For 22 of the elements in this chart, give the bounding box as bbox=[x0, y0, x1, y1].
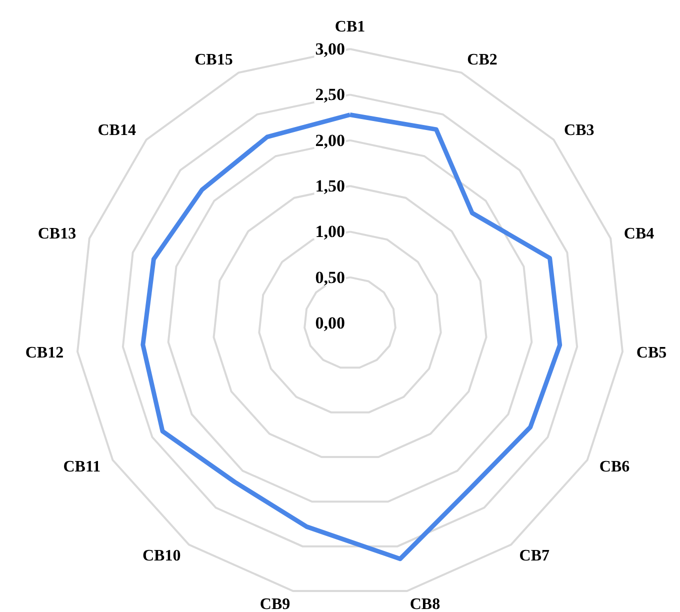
y-tick-label: 2,00 bbox=[315, 130, 345, 150]
spoke-label: CB4 bbox=[624, 226, 654, 243]
y-tick-label: 0,00 bbox=[315, 314, 345, 332]
spoke-label: CB15 bbox=[194, 51, 233, 68]
y-tick-label: 2,50 bbox=[315, 85, 345, 104]
spoke-label: CB8 bbox=[410, 596, 440, 612]
spoke-label: CB14 bbox=[98, 122, 136, 139]
spoke-label: CB7 bbox=[519, 547, 550, 564]
spoke-label: CB12 bbox=[25, 344, 64, 362]
y-tick-label: 1,00 bbox=[315, 222, 345, 242]
spoke-label: CB10 bbox=[142, 547, 181, 564]
spoke-label: CB3 bbox=[564, 122, 594, 139]
y-tick-label: 0,50 bbox=[315, 268, 345, 287]
spoke-label: CB2 bbox=[467, 51, 498, 68]
spoke-label: CB1 bbox=[334, 18, 366, 36]
spoke-label: CB13 bbox=[38, 226, 76, 243]
y-tick-label: 3,00 bbox=[315, 40, 345, 58]
spoke-label: CB9 bbox=[260, 596, 290, 612]
spoke-label: CB6 bbox=[599, 458, 630, 476]
spoke-label: CB11 bbox=[63, 458, 101, 476]
spoke-label: CB5 bbox=[636, 344, 667, 362]
y-tick-label: 1,50 bbox=[315, 176, 345, 196]
